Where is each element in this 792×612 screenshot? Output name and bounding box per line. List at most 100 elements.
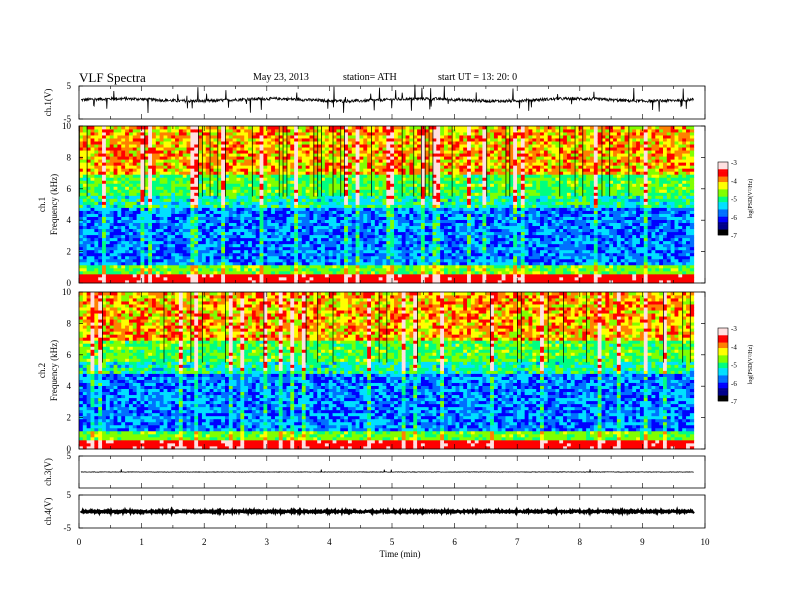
ytick-label-1: 2 (67, 247, 72, 257)
colorbar-swatch-1 (718, 205, 728, 208)
ytick-label-3: 5 (67, 451, 72, 461)
signal-trace-4 (79, 506, 695, 518)
ytick-label-4: 5 (67, 490, 72, 500)
colorbar-swatch-1 (718, 231, 728, 234)
colorbar-swatch-2 (718, 331, 728, 334)
colorbar-swatch-1 (718, 171, 728, 174)
ylabel-3: ch.3(V) (43, 458, 53, 486)
colorbar-swatch-2 (718, 390, 728, 393)
colorbar-swatch-2 (718, 380, 728, 384)
colorbar-swatch-2 (718, 391, 728, 395)
colorbar-swatch-1 (718, 225, 728, 229)
colorbar-swatch-1 (718, 203, 728, 207)
colorbar-swatch-1 (718, 185, 728, 188)
colorbar-swatch-1 (718, 187, 728, 190)
colorbar-swatch-2 (718, 379, 728, 382)
date-label: May 23, 2013 (253, 72, 309, 83)
colorbar-swatch-2 (718, 386, 728, 389)
colorbar-swatch-2 (718, 346, 728, 349)
colorbar-swatch-1 (718, 194, 728, 197)
colorbar-tick-2: -6 (731, 380, 737, 388)
ylabel-frequency-2: Frequency (kHz) (49, 340, 59, 401)
colorbar-label-2: log(PSD(V²/Hz) (747, 345, 754, 384)
colorbar-swatch-2 (718, 393, 728, 396)
ytick-label-0: -5 (64, 114, 72, 124)
colorbar-swatch-1 (718, 174, 728, 177)
colorbar-swatch-2 (718, 329, 728, 332)
ytick-label-2: 8 (67, 318, 72, 328)
ylabel-channel-1: ch.1 (37, 197, 47, 212)
colorbar-tick-2: -7 (731, 398, 737, 406)
xtick-label: 3 (265, 537, 270, 547)
colorbar-swatch-1 (718, 196, 728, 199)
colorbar-swatch-1 (718, 233, 728, 236)
colorbar-swatch-2 (718, 369, 728, 373)
colorbar-tick-1: -4 (731, 177, 737, 185)
ytick-label-0: 5 (67, 81, 72, 91)
colorbar-swatch-1 (718, 198, 728, 201)
ytick-label-2: 0 (67, 444, 72, 454)
colorbar-swatch-1 (718, 222, 728, 225)
signal-trace-0 (81, 84, 694, 114)
colorbar-swatch-1 (718, 180, 728, 183)
colorbar-swatch-2 (718, 375, 728, 378)
colorbar-swatch-2 (718, 340, 728, 343)
colorbar-swatch-1 (718, 169, 728, 172)
colorbar-swatch-1 (718, 216, 728, 219)
ytick-label-1: 4 (67, 215, 72, 225)
xtick-label: 8 (578, 537, 583, 547)
colorbar-tick-2: -3 (731, 325, 737, 333)
colorbar-swatch-1 (718, 163, 728, 166)
colorbar-swatch-1 (718, 218, 728, 221)
ylabel-4: ch.4(V) (43, 498, 53, 526)
spectrogram-1 (79, 126, 695, 284)
xtick-label: 7 (515, 537, 520, 547)
xtick-label: 10 (701, 537, 711, 547)
colorbar-swatch-1 (718, 213, 728, 216)
ytick-label-1: 6 (67, 184, 72, 194)
xtick-label: 1 (139, 537, 144, 547)
colorbar-swatch-2 (718, 349, 728, 353)
colorbar-swatch-2 (718, 377, 728, 380)
colorbar-swatch-1 (718, 189, 728, 192)
xtick-label: 6 (452, 537, 457, 547)
colorbar-swatch-1 (718, 211, 728, 214)
colorbar-swatch-1 (718, 176, 728, 179)
colorbar-swatch-2 (718, 353, 728, 356)
colorbar-swatch-2 (718, 366, 728, 369)
colorbar-swatch-2 (718, 328, 728, 331)
colorbar-swatch-2 (718, 335, 728, 338)
colorbar-swatch-2 (718, 344, 728, 347)
colorbar-swatch-2 (718, 384, 728, 387)
colorbar-tick-1: -7 (731, 232, 737, 240)
colorbar-swatch-1 (718, 209, 728, 212)
colorbar-label-1: log(PSD(V²/Hz) (747, 179, 754, 218)
colorbar-swatch-1 (718, 182, 728, 185)
colorbar-frame-1 (717, 161, 729, 236)
figure-title: VLF Spectra (79, 70, 146, 85)
colorbar-swatch-1 (718, 224, 728, 227)
ylabel-0: ch.1(V) (43, 89, 53, 117)
colorbar-swatch-1 (718, 214, 728, 218)
xtick-label: 0 (77, 537, 82, 547)
colorbar-swatch-1 (718, 178, 728, 181)
colorbar-swatch-1 (718, 172, 728, 176)
colorbar-swatch-2 (718, 359, 728, 362)
ytick-label-2: 2 (67, 413, 72, 423)
colorbar-swatch-2 (718, 382, 728, 385)
colorbar-swatch-1 (718, 183, 728, 187)
colorbar-swatch-2 (718, 337, 728, 340)
xtick-label: 4 (327, 537, 332, 547)
ytick-label-2: 6 (67, 350, 72, 360)
ytick-label-1: 0 (67, 278, 72, 288)
ylabel-channel-2: ch.2 (37, 363, 47, 378)
start-time-label: start UT = 13: 20: 0 (438, 72, 518, 83)
xtick-label: 9 (640, 537, 645, 547)
colorbar-tick-2: -4 (731, 343, 737, 351)
colorbar-swatch-1 (718, 200, 728, 203)
colorbar-swatch-2 (718, 333, 728, 336)
colorbar-swatch-2 (718, 373, 728, 376)
colorbar-swatch-1 (718, 227, 728, 230)
colorbar-swatch-2 (718, 357, 728, 360)
